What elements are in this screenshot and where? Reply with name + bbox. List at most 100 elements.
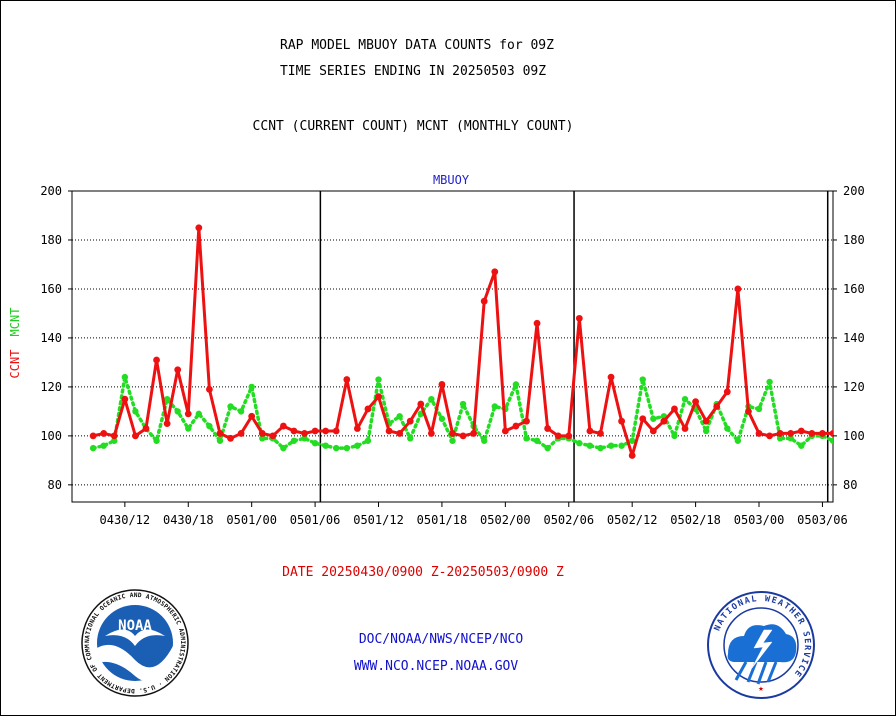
data-point-mcnt [111, 437, 118, 444]
data-point-mcnt [787, 435, 794, 442]
data-point-ccnt [195, 224, 203, 232]
x-tick-label: 0430/12 [100, 513, 151, 527]
data-point-ccnt [184, 410, 192, 418]
data-point-mcnt [481, 437, 488, 444]
data-point-mcnt [375, 376, 382, 383]
data-point-ccnt [766, 432, 773, 440]
data-point-ccnt [713, 403, 721, 410]
y-tick-label-left: 120 [40, 380, 62, 394]
data-point-ccnt [311, 427, 319, 435]
data-point-ccnt [100, 430, 108, 437]
data-point-mcnt [576, 440, 583, 447]
data-point-ccnt [353, 425, 361, 432]
org-label: DOC/NOAA/NWS/NCEP/NCO [358, 632, 524, 647]
series-line-ccnt [91, 226, 833, 457]
data-point-mcnt [174, 408, 181, 415]
data-series [89, 224, 846, 459]
data-point-ccnt [290, 427, 298, 435]
data-point-ccnt [89, 432, 97, 440]
website-link[interactable]: WWW.NCO.NCEP.NOAA.GOV [353, 659, 519, 674]
data-point-ccnt [449, 430, 456, 437]
data-point-mcnt [671, 432, 678, 440]
x-tick-label: 0502/12 [607, 513, 658, 527]
data-point-ccnt [586, 427, 594, 435]
data-point-ccnt [639, 415, 647, 423]
x-tick-label: 0503/00 [734, 513, 785, 527]
x-tick-label: 0502/00 [480, 513, 531, 527]
plot-border [71, 190, 834, 503]
data-point-mcnt [153, 437, 160, 444]
data-point-mcnt [311, 440, 319, 447]
y-tick-label-right: 120 [843, 380, 865, 394]
data-point-mcnt [206, 422, 213, 430]
data-point-mcnt [322, 442, 329, 449]
data-point-ccnt [692, 398, 699, 405]
noaa-logo: NATIONAL OCEANIC AND ATMOSPHERIC ADMINIS… [80, 588, 189, 697]
y-tick-label-right: 140 [843, 331, 865, 345]
data-point-ccnt [132, 432, 139, 440]
data-point-ccnt [121, 395, 129, 403]
data-point-ccnt [607, 373, 615, 381]
data-point-ccnt [301, 430, 308, 437]
data-point-mcnt [407, 435, 414, 442]
data-point-mcnt [533, 437, 541, 444]
data-point-mcnt [195, 410, 203, 418]
data-point-ccnt [808, 430, 816, 437]
data-point-mcnt [798, 442, 805, 449]
data-point-ccnt [227, 434, 234, 442]
chart-panel-title: MBUOY [433, 173, 470, 187]
date-range-label: DATE 20250430/0900 Z-20250503/0900 Z [282, 565, 564, 580]
data-point-ccnt [501, 427, 509, 435]
data-point-ccnt [142, 425, 150, 432]
x-tick-label: 0503/06 [797, 513, 848, 527]
data-point-mcnt [438, 415, 446, 422]
data-point-mcnt [681, 395, 689, 403]
data-point-mcnt [650, 415, 657, 422]
data-point-ccnt [797, 427, 805, 435]
data-point-mcnt [237, 408, 245, 415]
y-label-mcnt: MCNT [8, 308, 22, 337]
data-point-mcnt [639, 376, 646, 383]
data-point-mcnt [702, 427, 710, 435]
data-point-mcnt [301, 435, 308, 442]
data-point-ccnt [279, 422, 287, 430]
data-point-ccnt [819, 430, 826, 437]
data-point-ccnt [206, 385, 213, 393]
data-point-mcnt [776, 435, 784, 442]
data-point-mcnt [354, 442, 361, 449]
data-point-ccnt [787, 430, 795, 437]
data-point-mcnt [628, 437, 636, 444]
data-point-ccnt [470, 430, 478, 437]
data-point-mcnt [333, 444, 340, 452]
data-point-ccnt [745, 407, 752, 415]
data-point-ccnt [554, 432, 562, 440]
data-point-ccnt [702, 417, 710, 425]
data-point-ccnt [480, 297, 488, 305]
y-tick-label-left: 100 [40, 429, 62, 443]
data-point-ccnt [512, 422, 520, 430]
data-point-ccnt [269, 432, 277, 440]
data-point-ccnt [660, 417, 668, 425]
data-point-mcnt [428, 395, 435, 403]
x-tick-label: 0501/12 [353, 513, 404, 527]
y-tick-label-right: 100 [843, 429, 865, 443]
svg-text:★: ★ [758, 684, 764, 694]
noaa-logo-text: NOAA [118, 618, 152, 634]
data-point-ccnt [829, 430, 833, 437]
chart-title-line2: TIME SERIES ENDING IN 20250503 09Z [279, 64, 547, 79]
data-point-mcnt [248, 383, 255, 391]
data-point-ccnt [575, 314, 583, 322]
data-point-ccnt [163, 420, 171, 428]
data-point-mcnt [618, 442, 625, 449]
data-point-mcnt [343, 444, 351, 452]
data-point-mcnt [523, 435, 530, 442]
data-point-ccnt [776, 430, 784, 437]
y-tick-label-right: 180 [843, 233, 865, 247]
data-point-mcnt [840, 442, 846, 448]
data-point-mcnt [89, 444, 97, 452]
data-point-mcnt [100, 442, 107, 449]
data-point-ccnt [649, 427, 657, 435]
data-point-ccnt [332, 427, 340, 435]
x-tick-label: 0430/18 [163, 513, 214, 527]
x-tick-label: 0501/00 [226, 513, 277, 527]
